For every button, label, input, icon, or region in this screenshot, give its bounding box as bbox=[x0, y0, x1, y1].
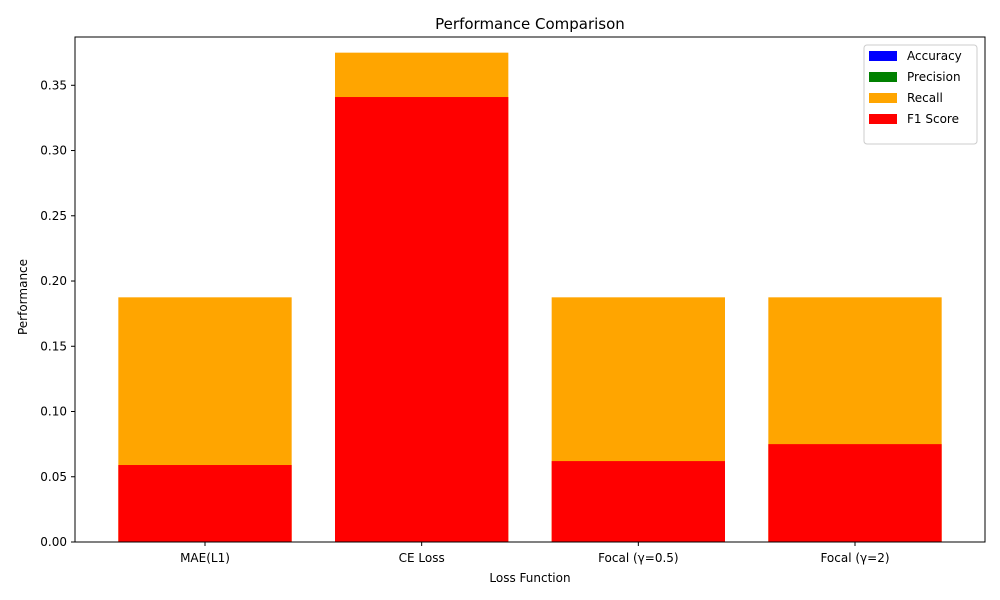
x-tick-label: MAE(L1) bbox=[180, 551, 230, 565]
y-tick-label: 0.00 bbox=[40, 535, 67, 549]
bar-f1-score-1 bbox=[335, 97, 509, 542]
y-tick-label: 0.10 bbox=[40, 405, 67, 419]
y-axis-title: Performance bbox=[16, 259, 30, 335]
x-tick-label: Focal (γ=0.5) bbox=[598, 551, 679, 565]
y-tick-label: 0.20 bbox=[40, 274, 67, 288]
legend-label-f1-score: F1 Score bbox=[907, 112, 959, 126]
legend-swatch-f1-score bbox=[869, 114, 897, 124]
axes-layer: 0.00 0.05 0.10 0.15 0.20 0.25 0.30 0.35 MAE(L1) C… bbox=[40, 36, 986, 565]
bars-layer bbox=[118, 52, 942, 543]
y-tick-label: 0.30 bbox=[40, 144, 67, 158]
x-tick-label: CE Loss bbox=[399, 551, 445, 565]
plot-frame bbox=[74, 36, 986, 543]
legend: Accuracy Precision Recall F1 Score bbox=[863, 44, 978, 145]
x-tick-label: Focal (γ=2) bbox=[820, 551, 889, 565]
y-tick-label: 0.35 bbox=[40, 78, 67, 92]
bar-f1-score-3 bbox=[768, 444, 942, 542]
x-axis-title: Loss Function bbox=[489, 571, 570, 585]
y-tick-label: 0.25 bbox=[40, 209, 67, 223]
chart-title: Performance Comparison bbox=[435, 15, 625, 33]
legend-swatch-recall bbox=[869, 93, 897, 103]
legend-swatch-accuracy bbox=[869, 51, 897, 61]
legend-swatch-precision bbox=[869, 72, 897, 82]
legend-label-recall: Recall bbox=[907, 91, 943, 105]
legend-label-accuracy: Accuracy bbox=[907, 49, 962, 63]
y-tick-label: 0.05 bbox=[40, 470, 67, 484]
bar-f1-score-0 bbox=[118, 465, 292, 542]
bar-f1-score-2 bbox=[551, 461, 725, 542]
y-tick-label: 0.15 bbox=[40, 339, 67, 353]
legend-label-precision: Precision bbox=[907, 70, 961, 84]
